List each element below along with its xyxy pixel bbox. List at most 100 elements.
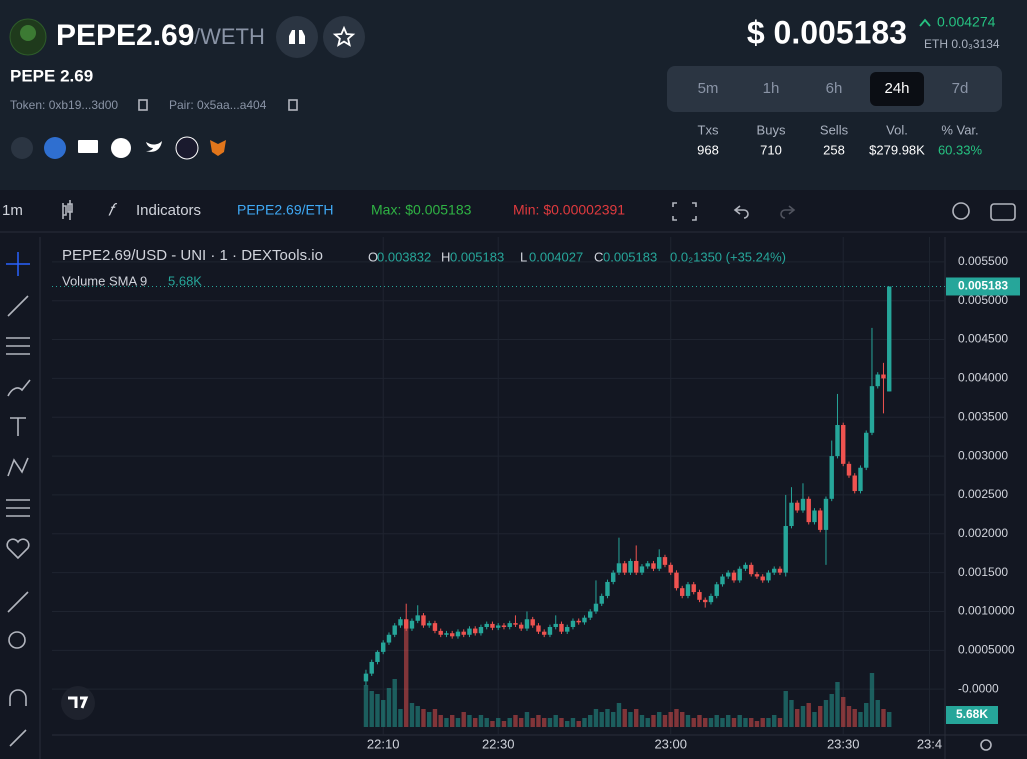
chart-bg [0, 190, 1027, 759]
tradingview-logo[interactable] [61, 686, 95, 720]
camera-icon[interactable] [990, 203, 1016, 221]
volume-bar [795, 709, 800, 727]
crosshair-tool[interactable] [6, 252, 30, 276]
volume-bar [599, 712, 604, 727]
candle-body [490, 623, 495, 628]
lock-tool[interactable] [9, 729, 27, 747]
volume-bar [513, 715, 518, 727]
symbol[interactable]: PEPE2.69/ETH [237, 202, 334, 218]
fib-tool[interactable] [6, 337, 30, 355]
y-tick-label: 0.003500 [958, 409, 1008, 423]
token-address: Token: 0xb19...3d00 [10, 98, 118, 112]
ohlc-key: O [368, 249, 378, 264]
candle-body [461, 631, 466, 635]
candle-body [415, 615, 420, 621]
dextools-link[interactable] [44, 137, 66, 159]
axis-settings-icon[interactable] [980, 739, 992, 751]
undo-icon[interactable] [733, 205, 749, 219]
volume-bar [841, 697, 846, 727]
telegram-link[interactable] [111, 138, 131, 158]
forecast-tool[interactable] [6, 499, 30, 517]
trend-line-tool[interactable] [7, 295, 29, 317]
settings-icon[interactable] [952, 202, 970, 220]
volume-bar [386, 688, 392, 727]
volume-bar [415, 706, 420, 727]
twitter-link[interactable] [146, 141, 162, 152]
favorites-tool[interactable] [6, 538, 30, 560]
brush-tool[interactable] [7, 379, 31, 397]
candle-body [432, 623, 438, 631]
candle-body [622, 563, 627, 573]
timeframe-option[interactable]: 7d [952, 80, 969, 97]
candle-body [611, 572, 616, 582]
last-price-box [946, 277, 1020, 296]
stat-label: Sells [820, 122, 849, 137]
candle-body [605, 581, 610, 596]
interval[interactable]: 1m [2, 202, 23, 219]
stat-label: % Var. [941, 122, 978, 137]
candle-body [864, 432, 869, 468]
candle-type-icon[interactable] [62, 200, 73, 220]
magnet-tool[interactable] [9, 689, 27, 706]
timeframe-option[interactable]: 6h [826, 80, 843, 97]
copy-icon[interactable] [138, 99, 148, 111]
volume-box [946, 706, 998, 724]
chart-title: PEPE2.69/USD - UNI · 1 · DEXTools.io [62, 247, 323, 264]
pattern-tool[interactable] [7, 457, 29, 477]
binoculars-button[interactable] [276, 16, 318, 58]
volume-bar [864, 703, 869, 727]
measure-tool[interactable] [7, 591, 29, 613]
y-tick-label: 0.005000 [958, 293, 1008, 307]
fx-icon[interactable]: 𝑓 [108, 200, 118, 219]
x-tick-label: 23:30 [827, 736, 860, 751]
volume-bar [582, 718, 587, 727]
website-link[interactable] [78, 140, 98, 153]
candle-body [858, 467, 863, 492]
timeframe-option[interactable]: 1h [763, 80, 780, 97]
favorite-button[interactable] [323, 16, 365, 58]
volume-bar [651, 715, 656, 727]
candle-body [542, 631, 547, 635]
volume-bar [530, 718, 535, 727]
y-tick-label: 0.004500 [958, 332, 1008, 346]
volume-bar [881, 709, 886, 727]
redo-icon[interactable] [780, 205, 796, 219]
candle-body [427, 623, 432, 626]
volume-bar [662, 715, 668, 727]
ohlc-key: C [594, 249, 603, 264]
x-tick-label: 22:30 [482, 736, 515, 751]
star-icon [332, 25, 356, 47]
share-link[interactable] [11, 137, 33, 159]
volume-bar [657, 712, 662, 727]
indicators[interactable]: Indicators [136, 202, 201, 219]
candle-body [685, 584, 691, 596]
candle-body [616, 563, 622, 573]
candle-body [766, 572, 771, 581]
candle-body [875, 374, 880, 387]
copy-icon[interactable] [288, 99, 298, 111]
candle-body [478, 627, 484, 634]
timeframe-option[interactable]: 5m [698, 80, 719, 97]
zoom-tool[interactable] [8, 631, 26, 649]
timeframe-option[interactable]: 24h [884, 80, 909, 97]
candle-body [484, 623, 489, 628]
candle-body [800, 498, 806, 511]
candle-body [576, 620, 581, 623]
fullscreen-icon[interactable] [672, 202, 697, 221]
candle-body [887, 286, 892, 392]
chart-link[interactable] [175, 136, 199, 160]
volume-bar [616, 703, 622, 727]
candle-body [582, 617, 587, 623]
volume-bar [800, 706, 806, 727]
text-tool[interactable] [10, 417, 26, 436]
volume-bar [369, 691, 374, 727]
price: $ 0.005183 [747, 14, 907, 50]
volume-bar [852, 709, 857, 727]
metamask-link[interactable] [210, 140, 226, 156]
candle-body [507, 623, 512, 628]
volume-bar [634, 709, 639, 727]
tradingview-mark [68, 696, 89, 709]
candle-body [438, 630, 443, 635]
ohlc-key: L [520, 249, 527, 264]
candle-body [829, 456, 834, 499]
